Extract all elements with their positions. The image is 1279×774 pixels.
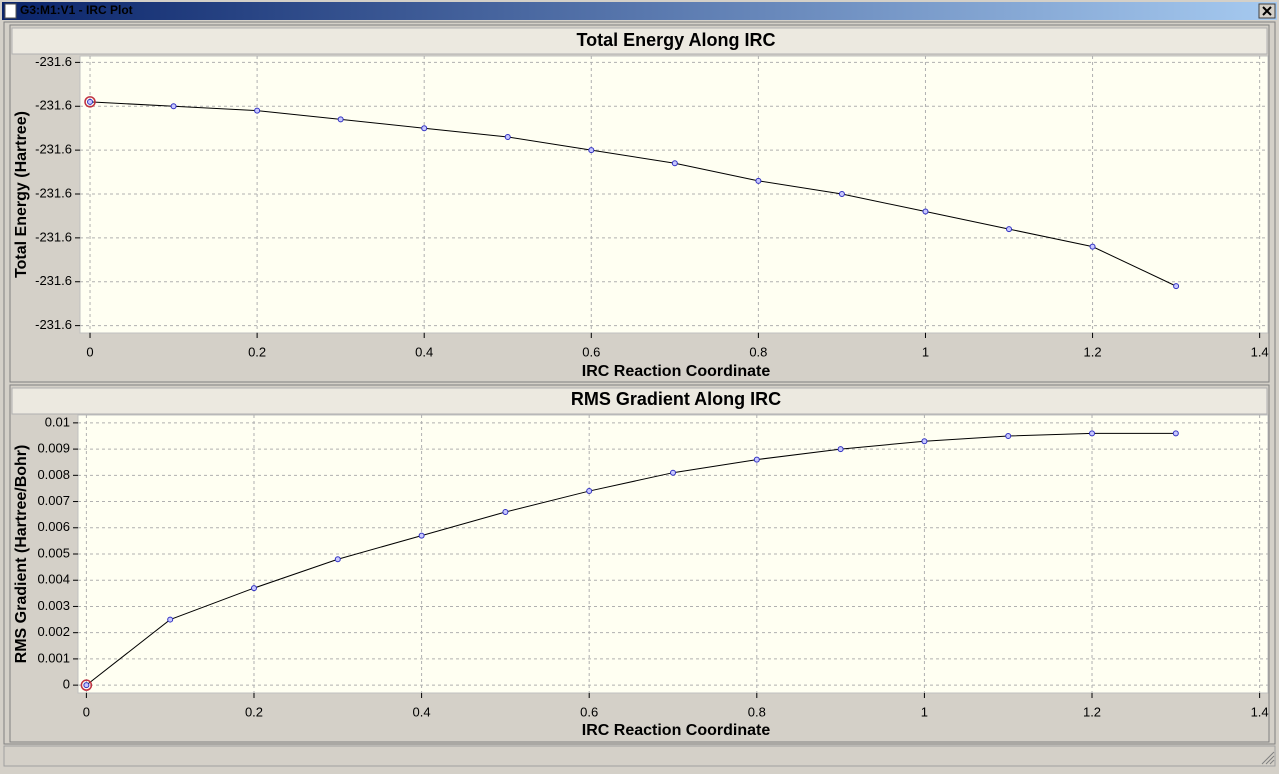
data-point [922, 208, 929, 215]
y-tick-label: -231.6 [35, 54, 72, 69]
data-point [753, 456, 760, 463]
data-line [89, 101, 1177, 287]
x-axis-label: IRC Reaction Coordinate [582, 363, 771, 380]
data-point [418, 532, 425, 539]
data-point [254, 107, 261, 114]
data-point [1172, 430, 1179, 437]
data-point [837, 446, 844, 453]
close-button[interactable] [1258, 3, 1276, 19]
window-icon [4, 3, 17, 19]
x-tick-label: 0.4 [413, 704, 431, 719]
resize-grip [1261, 751, 1275, 765]
y-tick-label: 0.01 [45, 414, 70, 429]
x-tick-label: 0.2 [245, 704, 263, 719]
y-tick-label: 0.002 [37, 624, 70, 639]
data-point [586, 488, 593, 495]
data-point [334, 556, 341, 563]
x-tick-label: 1.2 [1083, 704, 1101, 719]
x-tick-label: 0.8 [748, 704, 766, 719]
y-tick-label: 0.008 [37, 467, 70, 482]
x-tick-label: 1.4 [1251, 704, 1269, 719]
x-tick-label: 1 [922, 344, 929, 359]
data-point [87, 98, 94, 105]
x-tick-label: 0.6 [582, 344, 600, 359]
data-point [250, 585, 257, 592]
y-tick-label: -231.6 [35, 229, 72, 244]
x-tick-label: 0 [86, 344, 93, 359]
x-tick-label: 1 [921, 704, 928, 719]
y-tick-label: -231.6 [35, 273, 72, 288]
data-point [1006, 226, 1013, 233]
highlight-marker [84, 96, 96, 108]
y-axis-label: RMS Gradient (Hartree/Bohr) [13, 445, 30, 664]
x-tick-label: 1.4 [1251, 344, 1269, 359]
y-tick-label: 0.005 [37, 545, 70, 560]
data-point [588, 147, 595, 154]
data-point [1089, 243, 1096, 250]
data-point [83, 682, 90, 689]
chart-title: RMS Gradient Along IRC [571, 389, 781, 409]
client-border [3, 21, 1276, 745]
data-point [671, 160, 678, 167]
data-point [170, 103, 177, 110]
data-point [670, 469, 676, 476]
y-tick-label: 0.007 [37, 493, 70, 508]
x-tick-label: 1.2 [1084, 344, 1102, 359]
x-tick-label: 0.6 [580, 704, 598, 719]
x-axis-label: IRC Reaction Coordinate [582, 722, 771, 739]
y-tick-label: 0.009 [37, 441, 70, 456]
x-tick-label: 0.2 [248, 344, 266, 359]
status-bar [3, 745, 1276, 767]
x-tick-label: 0 [83, 704, 90, 719]
data-point [337, 116, 344, 123]
y-tick-label: -231.6 [35, 142, 72, 157]
y-axis-label: Total Energy (Hartree) [13, 111, 30, 278]
data-point [1089, 430, 1096, 437]
x-tick-label: 0.4 [415, 344, 433, 359]
data-line [86, 432, 1176, 686]
title-band [11, 27, 1268, 55]
data-point [1173, 283, 1180, 290]
data-point [921, 438, 928, 445]
charts: Total Energy Along IRC -231.6 -231.6 -231.6… [9, 24, 1270, 743]
data-point [421, 125, 428, 132]
y-tick-label: 0.006 [37, 519, 70, 534]
chart-title: Total Energy Along IRC [576, 30, 775, 50]
y-tick-label: -231.6 [35, 185, 72, 200]
x-tick-label: 0.8 [749, 344, 767, 359]
y-tick-label: -231.6 [35, 317, 72, 332]
window-title: G3:M1:V1 - IRC Plot [20, 3, 133, 17]
y-tick-label: 0 [63, 677, 70, 692]
y-tick-label: -231.6 [35, 98, 72, 113]
title-bar [2, 2, 1277, 20]
data-point [1005, 432, 1012, 439]
y-tick-label: 0.001 [37, 650, 70, 665]
data-point [838, 191, 845, 197]
y-tick-label: 0.004 [37, 572, 70, 587]
data-point [167, 616, 174, 623]
highlight-marker [80, 679, 93, 691]
data-point [504, 133, 511, 140]
data-point [502, 509, 509, 516]
title-band [11, 387, 1268, 415]
data-point [755, 177, 762, 184]
y-tick-label: 0.003 [37, 598, 70, 613]
